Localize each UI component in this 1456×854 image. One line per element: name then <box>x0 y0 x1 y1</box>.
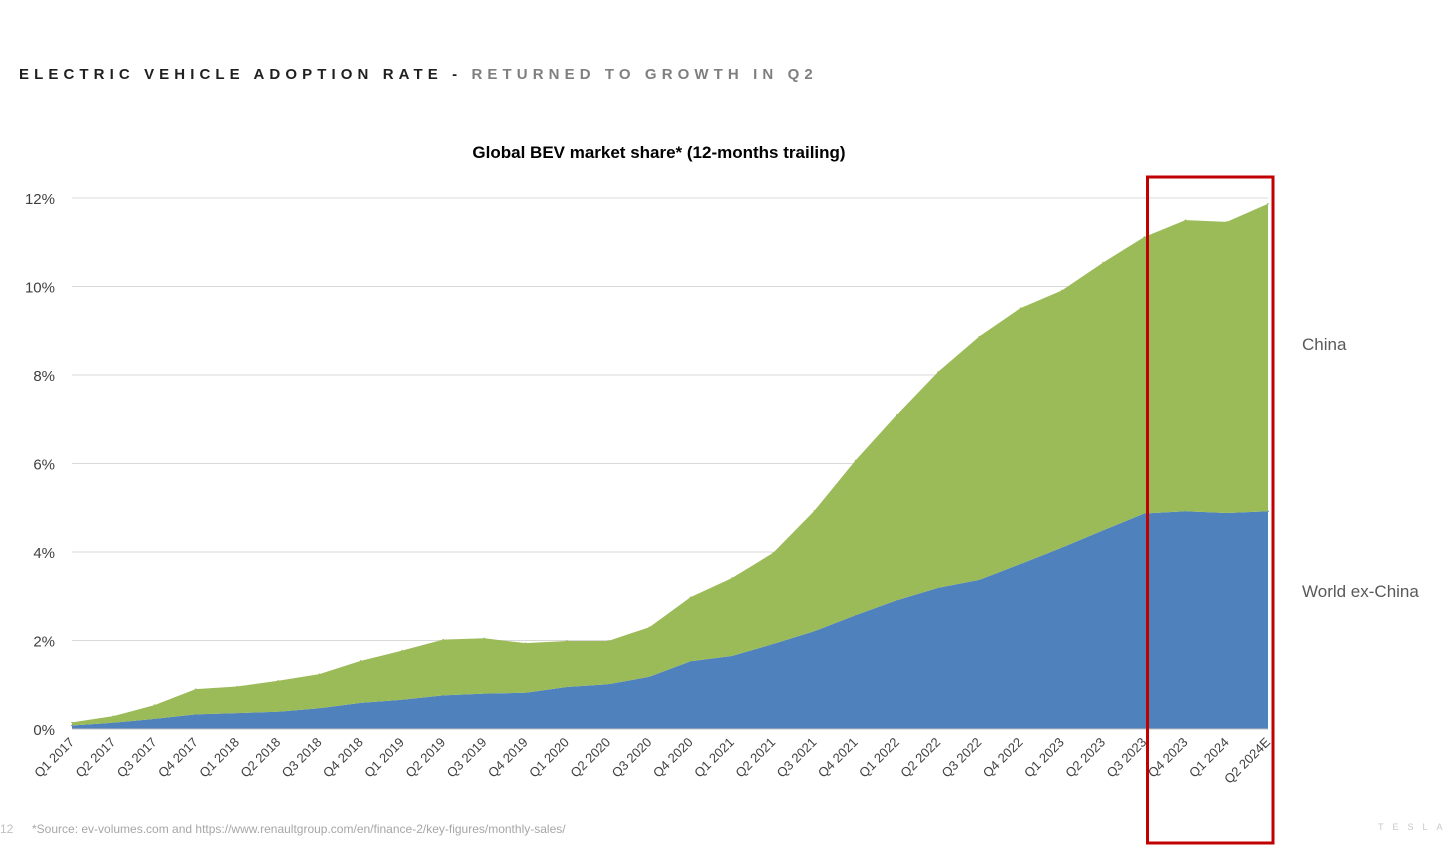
data-point <box>772 552 774 554</box>
y-tick-label: 2% <box>33 634 55 651</box>
slide-title-sub: RETURNED TO GROWTH IN Q2 <box>471 66 818 83</box>
data-point <box>731 577 733 579</box>
data-point <box>1184 219 1187 221</box>
x-tick-label: Q1 2022 <box>856 735 902 781</box>
x-tick-label: Q1 2019 <box>361 735 407 781</box>
x-tick-label: Q4 2018 <box>320 735 366 781</box>
data-point <box>566 640 568 642</box>
data-point <box>1019 307 1022 309</box>
y-tick-label: 0% <box>33 722 55 739</box>
data-point <box>607 640 609 642</box>
y-tick-label: 12% <box>25 191 55 208</box>
highlight-layer <box>1146 175 1275 845</box>
x-tick-label: Q1 2017 <box>31 735 77 781</box>
data-point <box>1267 202 1269 205</box>
x-tick-label: Q4 2019 <box>485 735 531 781</box>
y-tick-label: 8% <box>33 368 55 385</box>
chart-title: Global BEV market share* (12-months trai… <box>472 143 845 162</box>
brand-wordmark: TESLA <box>1378 822 1452 832</box>
y-tick-label: 10% <box>25 280 55 297</box>
series-labels: World ex-China China <box>1302 335 1419 601</box>
data-point <box>1060 289 1063 292</box>
x-tick-label: Q1 2020 <box>526 735 572 781</box>
data-point <box>937 371 939 373</box>
x-tick-label: Q3 2017 <box>114 735 160 781</box>
x-tick-label: Q4 2023 <box>1145 735 1191 781</box>
x-tick-label: Q2 2024E <box>1221 734 1273 786</box>
data-point <box>112 715 115 717</box>
slide-title-main: ELECTRIC VEHICLE ADOPTION RATE - <box>19 66 463 83</box>
data-point <box>153 704 156 706</box>
series-area-0 <box>72 511 1268 729</box>
x-tick-label: Q3 2019 <box>444 735 490 781</box>
slide-title: ELECTRIC VEHICLE ADOPTION RATE - RETURNE… <box>19 66 818 83</box>
x-tick-label: Q3 2022 <box>939 735 985 781</box>
data-point <box>689 596 692 598</box>
data-point <box>813 510 816 512</box>
series-label: World ex-China <box>1302 582 1419 601</box>
data-point <box>359 660 362 662</box>
x-tick-label: Q2 2021 <box>732 735 778 781</box>
plot-area <box>71 202 1269 729</box>
x-tick-label: Q3 2021 <box>774 735 820 781</box>
data-point <box>1225 221 1228 223</box>
page-number: 12 <box>0 822 14 836</box>
x-tick-label: Q3 2018 <box>279 735 325 781</box>
series-label: China <box>1302 335 1347 354</box>
data-point <box>854 459 857 462</box>
x-tick-label: Q2 2019 <box>402 735 448 781</box>
data-point <box>524 642 527 644</box>
data-point <box>442 638 444 641</box>
data-point <box>401 649 403 652</box>
data-point <box>896 414 898 416</box>
x-tick-label: Q4 2017 <box>155 735 201 781</box>
y-tick-label: 6% <box>33 457 55 474</box>
data-point <box>194 688 197 690</box>
x-tick-label: Q4 2021 <box>815 735 861 781</box>
data-point <box>648 626 651 629</box>
x-tick-label: Q1 2021 <box>691 735 737 781</box>
x-tick-label: Q1 2023 <box>1021 735 1067 781</box>
x-tick-label: Q3 2023 <box>1104 735 1150 781</box>
data-point <box>277 679 280 682</box>
x-tick-label: Q2 2018 <box>237 735 283 781</box>
data-point <box>483 637 486 640</box>
source-footnote: *Source: ev-volumes.com and https://www.… <box>32 822 566 836</box>
x-tick-label: Q2 2017 <box>72 735 118 781</box>
x-tick-label: Q1 2018 <box>196 735 242 781</box>
data-point <box>978 335 981 338</box>
x-tick-label: Q2 2023 <box>1062 735 1108 781</box>
data-point <box>318 673 321 675</box>
x-tick-label: Q4 2020 <box>650 735 696 781</box>
x-tick-label: Q3 2020 <box>609 735 655 781</box>
x-tick-label: Q4 2022 <box>980 735 1026 781</box>
data-point <box>71 721 73 724</box>
y-tick-label: 4% <box>33 545 55 562</box>
highlight-box <box>1146 175 1275 845</box>
x-tick-label: Q2 2020 <box>567 735 613 781</box>
data-point <box>236 685 238 688</box>
x-tick-label: Q2 2022 <box>897 735 943 781</box>
data-point <box>1102 261 1104 264</box>
data-point <box>1143 236 1146 238</box>
